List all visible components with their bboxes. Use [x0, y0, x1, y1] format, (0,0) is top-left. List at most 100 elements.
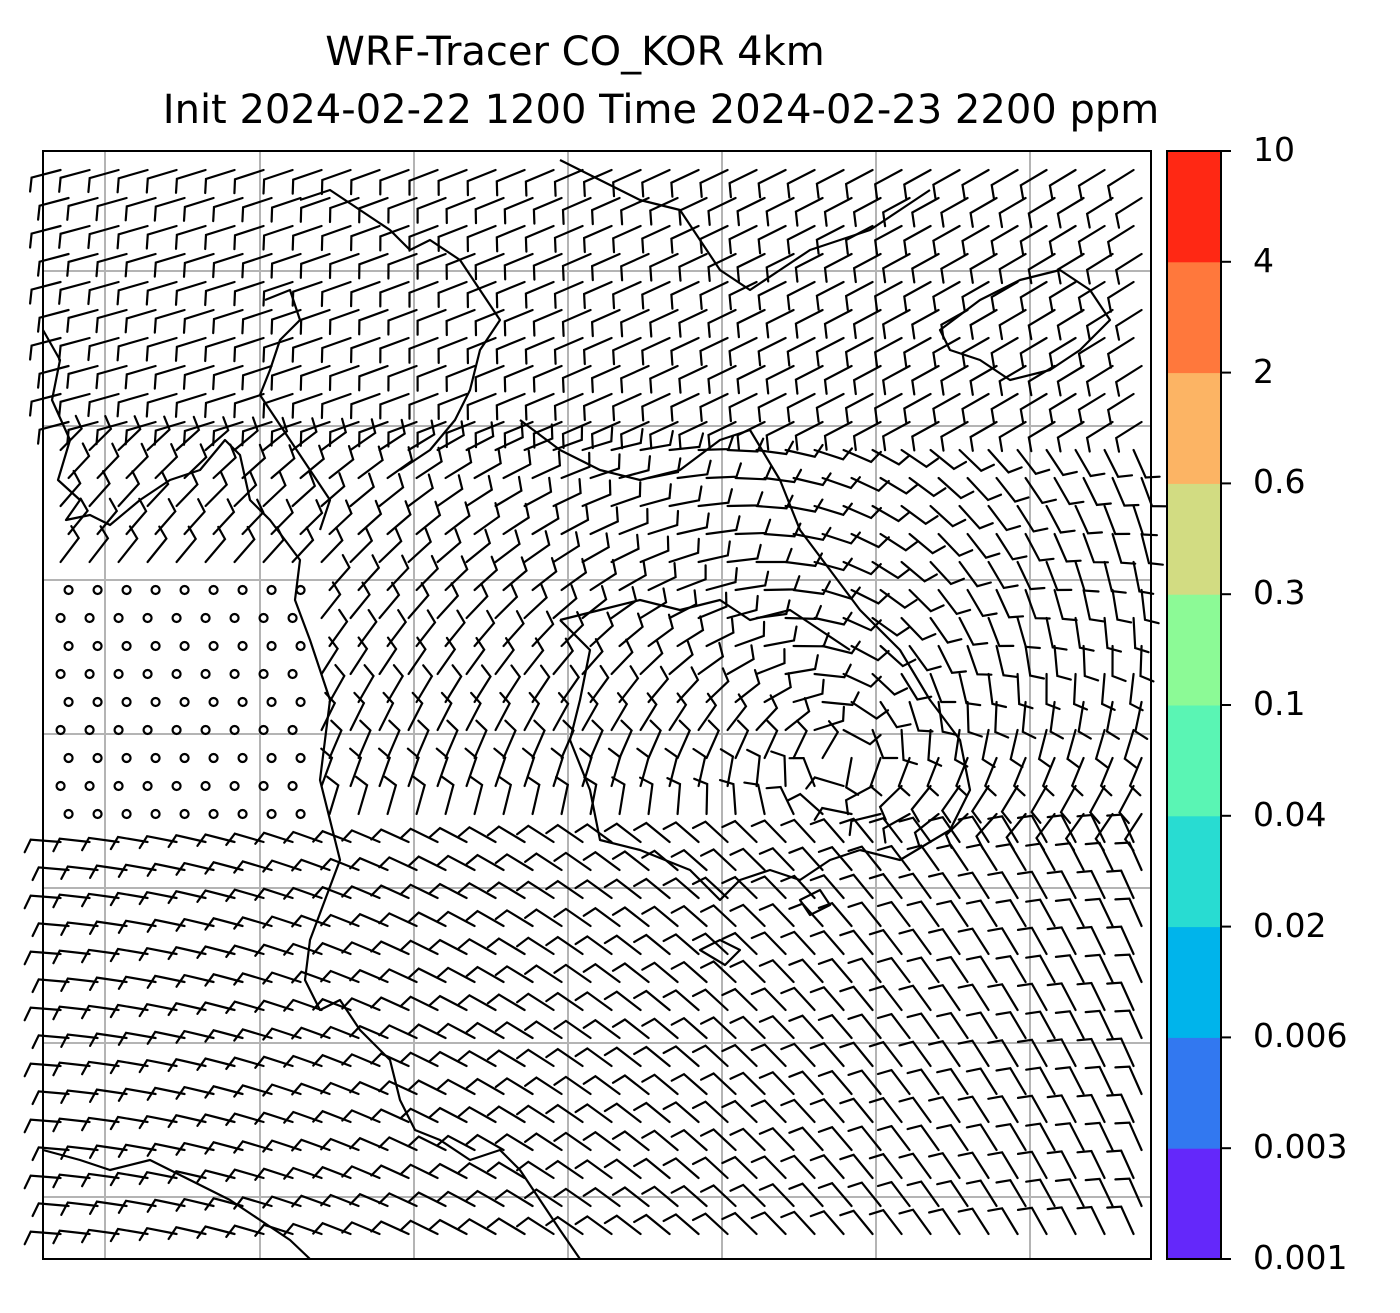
wind-barb: [407, 636, 427, 676]
wind-barb: [516, 880, 555, 900]
wind-barb: [932, 168, 961, 200]
wind-barb: [299, 420, 331, 447]
wind-barb: [633, 933, 671, 956]
wind-barb: [603, 1214, 642, 1236]
wind-barb: [898, 1152, 932, 1180]
calm-wind-circle: [287, 668, 298, 680]
wind-barb: [809, 1042, 845, 1068]
wind-barb: [937, 700, 958, 736]
wind-barb: [233, 1140, 273, 1154]
wind-barb: [441, 775, 455, 816]
wind-barb: [312, 1053, 352, 1068]
wind-barb: [545, 1215, 584, 1236]
wind-barb: [729, 1183, 766, 1208]
wind-barb: [844, 392, 874, 423]
wind-barb: [903, 224, 932, 256]
wind-barb: [755, 694, 779, 732]
wind-barb: [52, 1061, 91, 1077]
wind-barb: [428, 1162, 468, 1180]
wind-barb: [357, 554, 381, 592]
wind-barb: [589, 664, 610, 704]
wind-barb: [691, 988, 729, 1012]
wind-barb: [183, 498, 206, 536]
wind-barb: [291, 168, 323, 195]
wind-barb: [495, 392, 526, 421]
wind-barb: [270, 308, 302, 335]
wind-barb: [611, 1130, 650, 1152]
wind-barb: [736, 364, 766, 395]
wind-barb: [350, 280, 381, 308]
wind-barb: [788, 1126, 824, 1152]
wind-barb: [987, 448, 1023, 474]
wind-barb: [874, 168, 903, 200]
wind-barb: [691, 1100, 729, 1124]
wind-barb: [678, 196, 708, 226]
wind-barb: [707, 364, 737, 394]
wind-barb: [928, 1039, 961, 1068]
wind-barb: [780, 818, 816, 844]
wind-barb: [1111, 644, 1127, 683]
wind-barb: [969, 364, 998, 396]
wind-barb: [639, 483, 672, 508]
wind-barb: [763, 522, 802, 538]
wind-barb: [721, 1155, 758, 1180]
wind-barb: [641, 961, 679, 984]
wind-barb: [647, 665, 670, 704]
wind-barb: [29, 224, 62, 249]
wind-barb: [23, 1174, 62, 1190]
wind-barb: [900, 560, 938, 583]
wind-barb: [955, 756, 969, 797]
wind-barb: [662, 989, 700, 1012]
colorbar-tick-label: 0.6: [1253, 462, 1306, 502]
wind-barb: [60, 1033, 99, 1048]
wind-barb: [465, 909, 505, 928]
wind-barb: [611, 1018, 650, 1040]
wind-barb: [60, 1145, 99, 1160]
wind-barb: [734, 719, 750, 760]
wind-barb: [966, 476, 1003, 502]
wind-barb: [839, 817, 874, 844]
wind-barb: [928, 871, 961, 900]
wind-barb: [817, 1125, 853, 1152]
wind-barb: [574, 1159, 613, 1180]
wind-barb: [928, 1207, 961, 1236]
calm-wind-circle: [150, 584, 161, 596]
wind-barb: [109, 1115, 149, 1131]
calm-wind-circle: [200, 668, 211, 680]
wind-barb: [847, 1069, 882, 1096]
wind-barb: [676, 459, 712, 480]
wind-barb: [436, 1134, 476, 1152]
wind-barb: [670, 960, 708, 984]
wind-barb: [882, 196, 911, 228]
wind-barb: [574, 823, 613, 844]
wind-barb: [516, 1048, 555, 1068]
wind-barb: [320, 747, 334, 788]
wind-barb: [908, 700, 934, 733]
calm-wind-circle: [208, 640, 219, 652]
wind-barb: [670, 392, 700, 422]
calm-wind-circle: [84, 612, 95, 624]
wind-barb: [116, 280, 149, 306]
wind-barb: [524, 280, 555, 309]
wind-barb: [350, 224, 381, 252]
wind-barb: [729, 1071, 766, 1096]
wind-barb: [241, 420, 273, 447]
wind-barb: [312, 1109, 352, 1124]
wind-barb: [523, 530, 551, 564]
wind-barb: [474, 364, 505, 393]
wind-barb: [37, 364, 70, 389]
wind-barb: [821, 720, 840, 760]
wind-barb: [532, 364, 563, 393]
wind-barb: [876, 900, 911, 928]
wind-barb: [561, 308, 592, 337]
wind-barb: [87, 280, 120, 306]
wind-barb: [1132, 616, 1150, 654]
wind-barb: [794, 252, 824, 283]
wind-barb: [283, 998, 323, 1012]
wind-barb: [124, 308, 157, 334]
wind-barb: [60, 865, 99, 880]
wind-barb: [903, 280, 932, 312]
wind-barb: [299, 252, 331, 279]
wind-barb: [241, 308, 273, 335]
wind-barb: [987, 504, 1022, 532]
